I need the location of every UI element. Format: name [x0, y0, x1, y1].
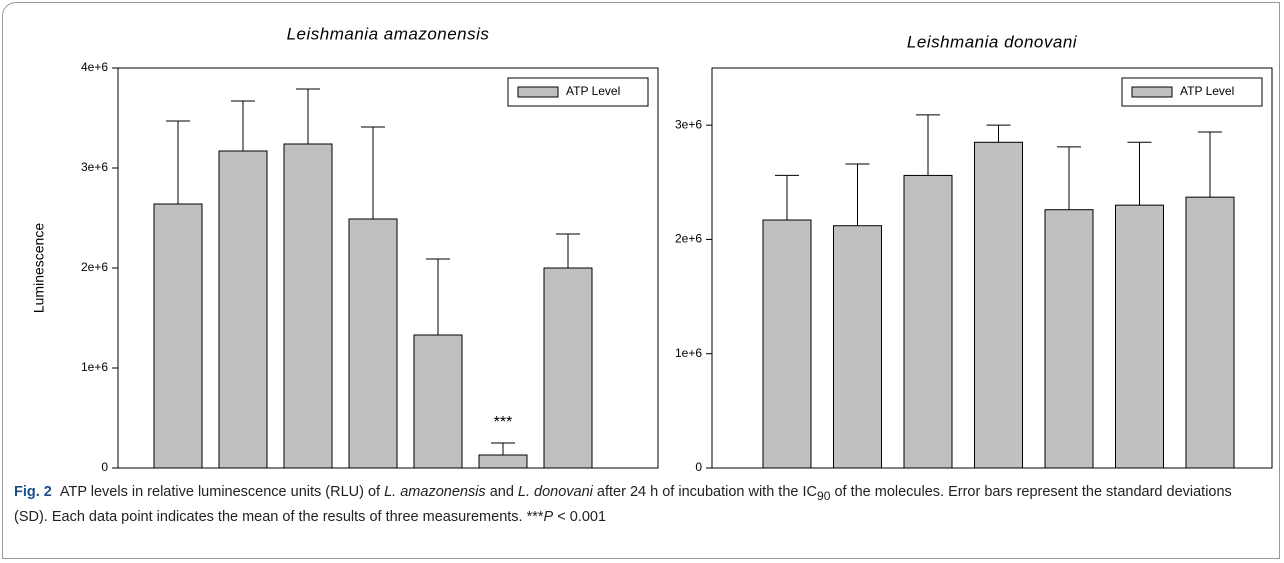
bar [903, 174, 953, 469]
bar [833, 225, 882, 469]
caption-text: and [485, 484, 518, 500]
caption-text: ATP levels in relative luminescence unit… [59, 484, 385, 500]
chart-title: Leishmania donovani [907, 32, 1078, 51]
y-tick-label: 1e+6 [81, 360, 108, 374]
caption-label: Fig. 2 [14, 484, 52, 500]
bar [762, 219, 812, 469]
annotation: *** [494, 414, 513, 431]
bar [1185, 196, 1235, 469]
y-tick-label: 3e+6 [675, 117, 702, 131]
caption: Fig. 2 ATP levels in relative luminescenc… [14, 482, 1264, 528]
y-tick-label: 1e+6 [675, 346, 702, 360]
y-tick-label: 0 [695, 460, 702, 474]
legend-swatch [517, 86, 559, 98]
chart-title: Leishmania amazonensis [287, 24, 490, 43]
y-tick-label: 3e+6 [81, 160, 108, 174]
bar [543, 267, 593, 469]
y-tick-label: 2e+6 [81, 260, 108, 274]
bar [478, 454, 528, 469]
caption-text: 90 [816, 488, 831, 503]
bar [413, 334, 463, 469]
caption-text: L. amazonensis [384, 484, 486, 500]
y-tick-label: 4e+6 [81, 60, 108, 74]
y-tick-label: 2e+6 [675, 232, 702, 246]
bar [348, 218, 398, 469]
caption-text: after 24 h of incubation with the IC [592, 484, 817, 500]
bar [153, 203, 203, 469]
bar [1115, 204, 1164, 469]
y-tick-label: 0 [101, 460, 108, 474]
legend-label: ATP Level [566, 84, 620, 98]
caption-text: of the molecules. Error bars represent t… [14, 484, 1232, 525]
bar [218, 150, 268, 469]
caption-text: < 0.001 [553, 508, 607, 525]
legend-box [507, 77, 649, 107]
y-axis-label: Luminescence [31, 223, 47, 313]
bar [974, 141, 1023, 469]
legend-label: ATP Level [1180, 84, 1234, 98]
bar [1044, 209, 1094, 469]
charts: Leishmania amazonensis Luminescence 0 1e+6 2… [31, 24, 1273, 474]
caption-text: L. donovani [517, 484, 593, 500]
bar [283, 143, 333, 469]
caption-text: P [543, 508, 554, 525]
legend-swatch [1131, 86, 1173, 98]
